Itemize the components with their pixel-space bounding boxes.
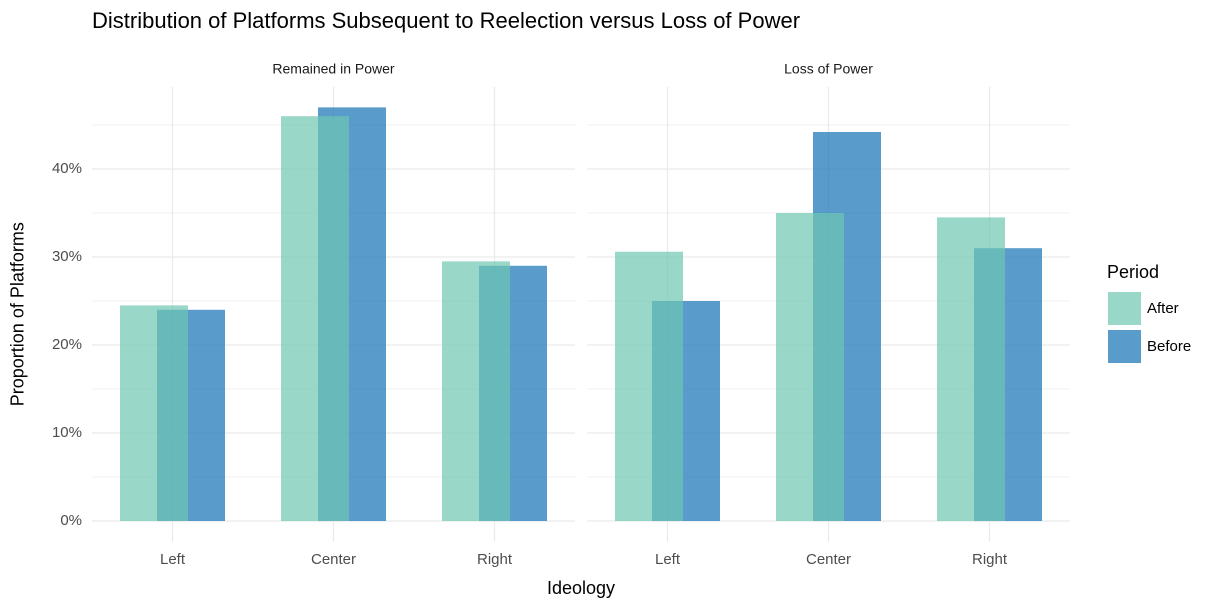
legend-key	[1108, 330, 1141, 363]
x-tick-label: Center	[311, 551, 356, 568]
bar	[937, 217, 1005, 522]
bar	[442, 261, 510, 522]
legend-label: Before	[1147, 338, 1191, 355]
bar	[776, 212, 844, 522]
legend-key	[1108, 292, 1141, 325]
legend-title: Period	[1107, 262, 1159, 282]
x-tick-label: Right	[972, 551, 1008, 568]
facet-title: Remained in Power	[272, 61, 395, 77]
y-tick-label: 30%	[52, 248, 82, 265]
facet-title: Loss of Power	[784, 61, 873, 77]
bar	[120, 305, 188, 522]
y-tick-label: 40%	[52, 160, 82, 177]
chart-title: Distribution of Platforms Subsequent to …	[92, 8, 800, 33]
x-tick-label: Center	[806, 551, 851, 568]
y-axis-label: Proportion of Platforms	[8, 222, 28, 406]
x-tick-label: Right	[477, 551, 513, 568]
x-tick-label: Left	[655, 551, 681, 568]
bar	[281, 116, 349, 522]
y-tick-label: 20%	[52, 336, 82, 353]
legend-label: After	[1147, 300, 1179, 317]
y-tick-label: 10%	[52, 424, 82, 441]
y-tick-label: 0%	[60, 512, 82, 529]
x-tick-label: Left	[160, 551, 186, 568]
x-axis-label: Ideology	[547, 578, 615, 598]
bar	[615, 251, 683, 522]
